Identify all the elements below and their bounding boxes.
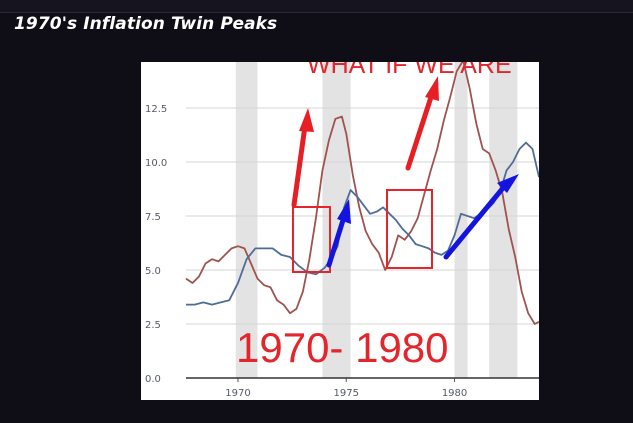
recession-band-3 <box>454 62 468 378</box>
annotations: WHAT IF WE ARE 1970- 1980 <box>236 62 519 371</box>
x-tick-label: 1980 <box>442 388 467 399</box>
blue-arrow-2 <box>443 174 519 260</box>
y-tick-label: 7.5 <box>145 212 161 223</box>
recession-bands <box>235 62 518 378</box>
top-bar <box>0 0 633 13</box>
recession-band-4 <box>489 62 518 378</box>
y-axis-ticks: 0.0 2.5 5.0 7.5 10.0 12.5 <box>145 104 167 385</box>
y-tick-label: 10.0 <box>145 158 167 169</box>
blue-arrow-1 <box>326 199 351 268</box>
annotation-box-2 <box>386 189 433 269</box>
red-arrow-2 <box>405 76 439 171</box>
line-chart: 0.0 2.5 5.0 7.5 10.0 12.5 1970 1975 1980 WHAT I… <box>145 62 539 399</box>
y-tick-label: 12.5 <box>145 104 167 115</box>
annotation-box-1 <box>292 206 331 273</box>
annotation-top-text: WHAT IF WE ARE <box>307 62 512 79</box>
x-tick-label: 1975 <box>334 388 359 399</box>
series-line-1 <box>185 62 539 325</box>
page-title: 1970's Inflation Twin Peaks <box>14 14 278 34</box>
y-tick-label: 2.5 <box>145 320 161 331</box>
y-tick-label: 5.0 <box>145 266 161 277</box>
x-axis-ticks: 1970 1975 1980 <box>225 378 467 399</box>
recession-band-1 <box>235 62 258 378</box>
chart-container: 0.0 2.5 5.0 7.5 10.0 12.5 1970 1975 1980 WHAT I… <box>141 62 539 400</box>
red-arrow-1 <box>291 108 314 208</box>
annotation-bottom-text: 1970- 1980 <box>236 324 449 371</box>
y-tick-label: 0.0 <box>145 374 161 385</box>
x-tick-label: 1970 <box>225 388 250 399</box>
